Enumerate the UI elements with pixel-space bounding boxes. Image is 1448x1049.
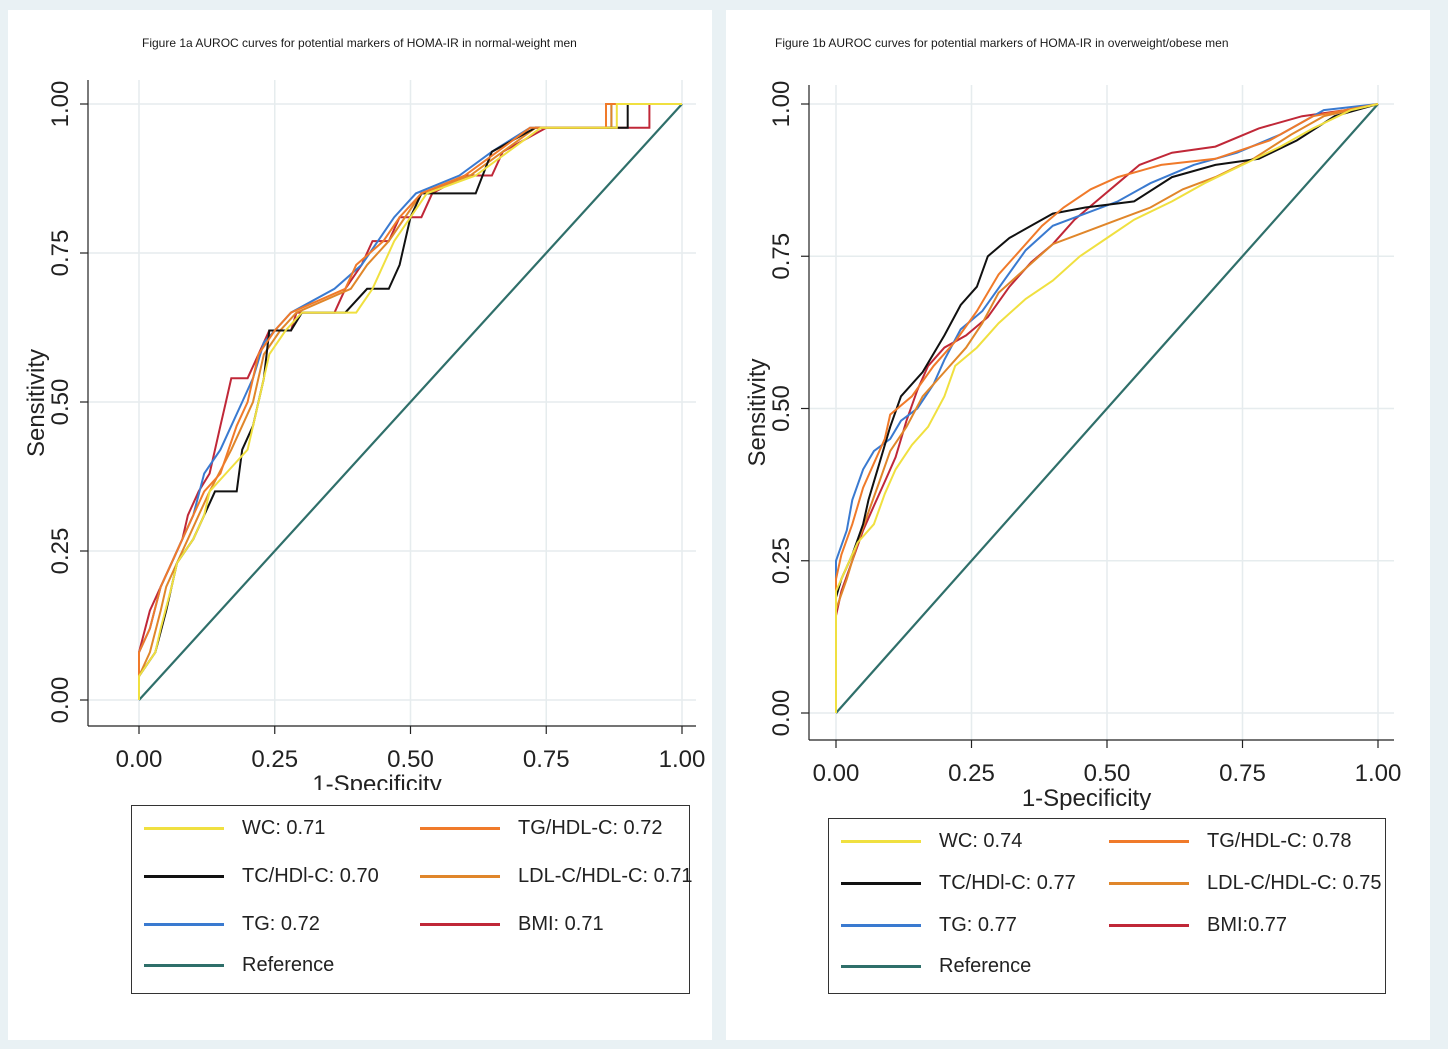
x-tick-label: 1.00: [1355, 760, 1402, 787]
legend-label: TC/HDl-C: 0.70: [242, 865, 379, 887]
y-tick-label: 1.00: [768, 81, 795, 128]
legend-swatch: [841, 882, 921, 885]
x-tick-label: 0.25: [251, 746, 298, 773]
chart-title: Figure 1b AUROC curves for potential mar…: [775, 36, 1229, 50]
roc-curve: [835, 103, 1379, 713]
y-tick-label: 0.50: [47, 379, 74, 426]
roc-curve: [138, 103, 682, 700]
legend-swatch: [144, 923, 224, 926]
legend-label: TG: 0.72: [242, 913, 320, 935]
legend-swatch: [1109, 924, 1189, 927]
legend-label: Reference: [939, 955, 1032, 977]
reference-line: [138, 103, 683, 701]
legend-swatch: [841, 840, 921, 843]
y-tick-label: 0.75: [47, 230, 74, 277]
y-tick-label: 0.25: [47, 528, 74, 575]
legend-label: TG/HDL-C: 0.72: [518, 817, 663, 839]
roc-plot-1b: 0.00 0.25 0.50 0.75 1.00 0.00 0.25 0.50 0.75 1.00…: [744, 81, 1402, 810]
legend-swatch: [144, 875, 224, 878]
legend-swatch: [144, 827, 224, 830]
x-tick-label: 0.75: [523, 746, 570, 773]
x-axis-label: 1-Specificity: [312, 771, 441, 790]
roc-curve: [835, 103, 1379, 713]
x-tick-label: 0.50: [387, 746, 434, 773]
x-tick-label: 1.00: [659, 746, 706, 773]
roc-curve: [835, 103, 1379, 713]
y-tick-label: 1.00: [47, 81, 74, 128]
chart-panel-1b: Figure 1b AUROC curves for potential mar…: [726, 10, 1430, 1040]
legend-swatch: [1109, 882, 1189, 885]
legend-swatch: [420, 875, 500, 878]
y-tick-label: 0.00: [47, 677, 74, 724]
legend-label: LDL-C/HDL-C: 0.71: [518, 865, 693, 887]
roc-plot-1a: 0.00 0.25 0.50 0.75 1.00 0.00 0.25 0.50 0.75 1.00…: [23, 80, 706, 790]
y-tick-label: 0.00: [768, 690, 795, 737]
roc-curve: [138, 103, 682, 700]
legend-swatch: [144, 964, 224, 967]
y-tick-label: 0.25: [768, 537, 795, 584]
legend-label: Reference: [242, 954, 335, 976]
chart-panel-1a: Figure 1a AUROC curves for potential mar…: [8, 10, 712, 1040]
legend-label: LDL-C/HDL-C: 0.75: [1207, 872, 1382, 894]
legend-swatch: [420, 827, 500, 830]
legend-label: TG/HDL-C: 0.78: [1207, 830, 1352, 852]
legend-label: BMI: 0.71: [518, 913, 604, 935]
x-tick-label: 0.50: [1084, 760, 1131, 787]
x-axis-label: 1-Specificity: [1022, 785, 1151, 810]
x-tick-label: 0.25: [948, 760, 995, 787]
legend-label: WC: 0.71: [242, 817, 326, 839]
legend-swatch: [841, 965, 921, 968]
y-tick-label: 0.75: [768, 233, 795, 280]
legend-swatch: [1109, 840, 1189, 843]
legend-swatch: [420, 923, 500, 926]
legend-label: WC: 0.74: [939, 830, 1023, 852]
y-tick-label: 0.50: [768, 385, 795, 432]
x-tick-label: 0.75: [1219, 760, 1266, 787]
plot-area: [88, 80, 696, 726]
y-axis-label: Sensitivity: [23, 349, 50, 457]
x-tick-label: 0.00: [116, 746, 163, 773]
legend-1b: WC: 0.74 TG/HDL-C: 0.78 TC/HDl-C: 0.77 LDL-…: [828, 818, 1386, 994]
x-tick-label: 0.00: [813, 760, 860, 787]
legend-swatch: [841, 924, 921, 927]
y-axis-label: Sensitivity: [744, 358, 771, 466]
legend-1a: WC: 0.71 TG/HDL-C: 0.72 TC/HDl-C: 0.70 LDL-…: [131, 805, 693, 994]
legend-label: TC/HDl-C: 0.77: [939, 872, 1076, 894]
legend-label: BMI:0.77: [1207, 914, 1288, 936]
reference-line: [835, 103, 1379, 714]
chart-title: Figure 1a AUROC curves for potential mar…: [142, 36, 577, 50]
roc-curve: [138, 103, 682, 700]
roc-curve: [835, 103, 1379, 713]
legend-label: TG: 0.77: [939, 914, 1017, 936]
